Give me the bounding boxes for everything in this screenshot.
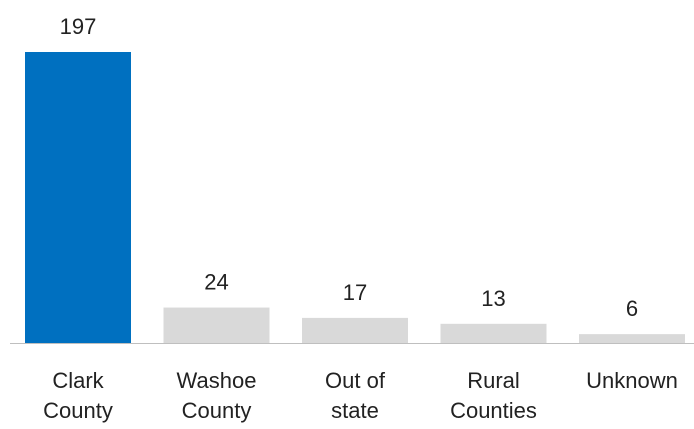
bar: [440, 323, 547, 343]
bar: [579, 334, 685, 343]
value-label: 6: [626, 296, 638, 321]
value-label: 197: [60, 14, 97, 39]
x-tick-label: Rural Counties: [450, 368, 537, 423]
x-tick-label: Unknown: [586, 368, 678, 393]
x-tick-label: Washoe County: [176, 368, 257, 423]
value-label: 24: [204, 270, 228, 295]
bar: [302, 317, 408, 343]
x-tick-label: Clark County: [43, 368, 113, 423]
x-tick-label: Out of state: [325, 368, 385, 423]
bar: [163, 307, 270, 343]
value-label: 13: [481, 286, 505, 311]
bar: [25, 52, 131, 343]
value-label: 17: [343, 280, 367, 305]
